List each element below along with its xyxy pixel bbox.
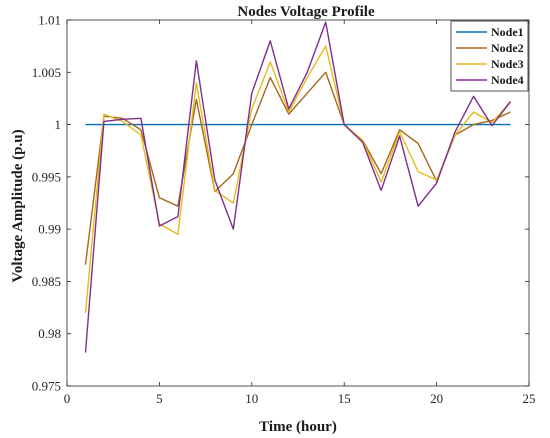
x-axis-label: Time (hour) [259,419,337,435]
x-tick-label: 0 [64,391,71,406]
x-tick-label: 15 [338,391,351,406]
chart-title: Nodes Voltage Profile [237,4,375,20]
y-tick-label: 0.98 [38,326,61,341]
axis-ticks: 0 5 10 15 20 25 0.975 0.98 0.985 0.99 0.995 1 1.005 1… [32,13,536,407]
legend-label-node3: Node3 [491,57,524,71]
y-axis-label: Voltage Amplitude (p.u) [10,129,26,282]
y-tick-label: 0.975 [32,379,61,394]
y-tick-label: 1.01 [38,13,61,28]
series-line-node4 [84,21,512,353]
y-tick-label: 1.005 [32,65,61,80]
legend-label-node4: Node4 [491,73,524,87]
legend-label-node1: Node1 [491,25,524,39]
y-tick-label: 0.985 [32,274,61,289]
legend: Node1 Node2 Node3 Node4 [450,20,529,92]
x-tick-label: 25 [523,391,536,406]
y-tick-label: 0.995 [32,169,61,184]
y-tick-label: 0.99 [38,222,61,237]
x-tick-label: 10 [245,391,258,406]
x-tick-label: 5 [156,391,163,406]
legend-label-node2: Node2 [491,41,524,55]
y-tick-label: 1 [55,117,62,132]
x-tick-label: 20 [430,391,443,406]
series-lines [84,21,512,353]
